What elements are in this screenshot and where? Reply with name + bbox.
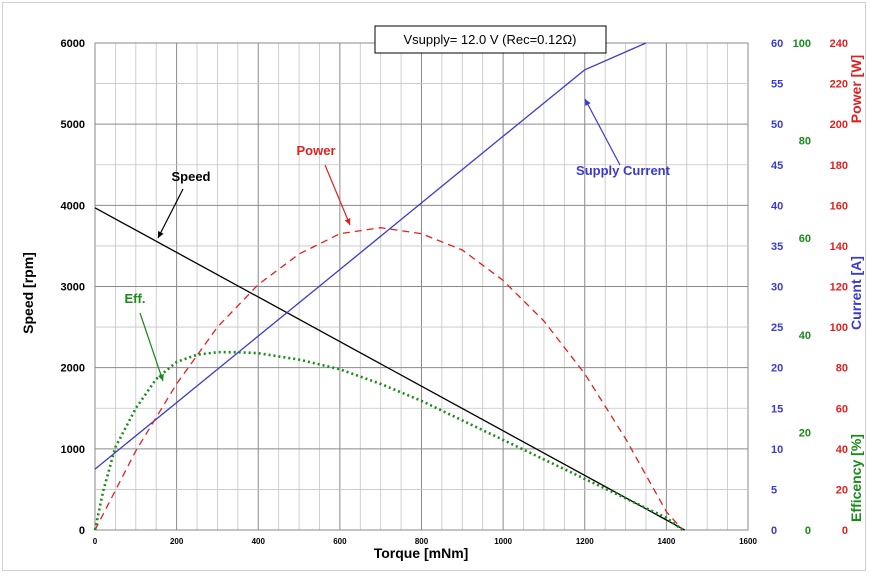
- current-tick-label: 50: [771, 119, 783, 131]
- efficiency-tick-label: 40: [799, 330, 811, 342]
- annotations: Speed Power Supply Current Eff.: [125, 98, 671, 382]
- x-tick-label: 1000: [494, 537, 512, 546]
- x-tick-label: 1200: [576, 537, 594, 546]
- current-tick-label: 20: [771, 363, 783, 375]
- power-series-line: [94, 227, 684, 531]
- x-tick-label: 1600: [739, 537, 757, 546]
- current-tick-label: 5: [771, 484, 777, 496]
- power-tick-label: 240: [830, 38, 848, 50]
- power-tick-label: 60: [836, 403, 848, 415]
- power-tick-label: 120: [830, 282, 848, 294]
- x-tick-label: 800: [415, 537, 429, 546]
- speed-axis-title: Speed [rpm]: [20, 252, 36, 334]
- eff-annotation-arrow: [139, 312, 164, 382]
- speed-annotation-arrow: [157, 188, 184, 239]
- title-box: Vsupply= 12.0 V (Rec=0.12Ω): [374, 25, 607, 54]
- current-tick-label: 30: [771, 282, 783, 294]
- power-tick-label: 160: [830, 200, 848, 212]
- power-tick-label: 20: [836, 484, 848, 496]
- eff-annotation-label: Eff.: [125, 291, 146, 306]
- efficiency-tick-label: 60: [799, 233, 811, 245]
- current-tick-label: 45: [771, 160, 783, 172]
- speed-tick-label: 3000: [61, 282, 85, 294]
- series-layer: [93, 42, 686, 532]
- current-tick-label: 40: [771, 200, 783, 212]
- speed-tick-label: 6000: [61, 38, 85, 50]
- power-tick-label: 220: [830, 79, 848, 91]
- speed-tick-label: 4000: [61, 200, 85, 212]
- current-tick-label: 15: [771, 403, 783, 415]
- supply-current-annotation-arrowhead: [585, 99, 591, 106]
- eff-annotation-arrowhead: [158, 374, 164, 381]
- x-tick-label: 400: [252, 537, 266, 546]
- power-annotation-label: Power: [296, 143, 335, 158]
- speed-tick-label: 1000: [61, 444, 85, 456]
- current-tick-label: 35: [771, 241, 783, 253]
- speed-series-line: [94, 207, 686, 531]
- grid: [94, 42, 749, 531]
- x-axis-title: Torque [mNm]: [374, 545, 469, 561]
- supply-current-annotation-arrow: [584, 98, 621, 166]
- power-tick-label: 140: [830, 241, 848, 253]
- speed-tick-label: 2000: [61, 363, 85, 375]
- supply-current-series-line: [94, 42, 647, 470]
- power-annotation-arrow: [324, 164, 351, 226]
- efficiency-tick-label: 0: [805, 525, 811, 537]
- current-tick-label: 25: [771, 322, 783, 334]
- eff-series-line: [93, 350, 684, 532]
- power-tick-label: 80: [836, 363, 848, 375]
- x-tick-label: 600: [333, 537, 347, 546]
- power-annotation-arrowhead: [344, 218, 351, 225]
- x-tick-label: 200: [170, 537, 184, 546]
- current-tick-label: 55: [771, 79, 783, 91]
- power-tick-label: 200: [830, 119, 848, 131]
- tick-labels: 0 200 400 600 800 1000 1200 1400 160001000200030…: [61, 38, 848, 546]
- speed-tick-label: 0: [79, 525, 85, 537]
- power-tick-label: 0: [842, 525, 848, 537]
- efficiency-tick-label: 100: [793, 38, 811, 50]
- current-axis-title: Current [A]: [848, 256, 864, 330]
- current-tick-label: 0: [771, 525, 777, 537]
- power-tick-label: 100: [830, 322, 848, 334]
- efficiency-axis-title: Efficency [%]: [848, 434, 864, 522]
- x-tick-label: 1400: [657, 537, 675, 546]
- power-tick-label: 180: [830, 160, 848, 172]
- chart-title: Vsupply= 12.0 V (Rec=0.12Ω): [403, 32, 576, 47]
- chart-svg: 0 200 400 600 800 1000 1200 1400 160001000200030…: [20, 25, 864, 561]
- current-tick-label: 60: [771, 38, 783, 50]
- speed-tick-label: 5000: [61, 119, 85, 131]
- efficiency-tick-label: 80: [799, 135, 811, 147]
- current-tick-label: 10: [771, 444, 783, 456]
- power-tick-label: 40: [836, 444, 848, 456]
- x-tick-label: 0: [93, 537, 98, 546]
- speed-annotation-label: Speed: [171, 169, 210, 184]
- speed-annotation-arrowhead: [158, 231, 164, 238]
- motor-performance-chart: 0 200 400 600 800 1000 1200 1400 1600 0 1000 2000 30…: [2, 2, 866, 571]
- supply-current-annotation-label: Supply Current: [576, 163, 671, 178]
- power-axis-title: Power [W]: [848, 55, 864, 123]
- efficiency-tick-label: 20: [799, 428, 811, 440]
